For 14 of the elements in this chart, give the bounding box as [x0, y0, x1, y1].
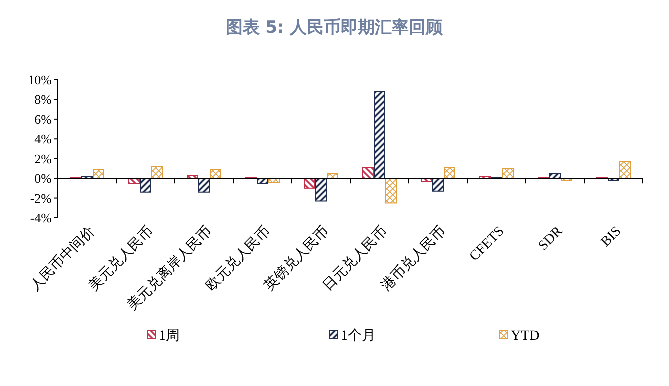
y-tick-label: -4%	[30, 210, 52, 226]
x-tick-label: SDR	[536, 224, 567, 254]
y-tick-label: 2%	[34, 151, 52, 166]
y-tick-label: -2%	[30, 190, 52, 206]
chart-title: 图表 5: 人民币即期汇率回顾	[226, 18, 444, 38]
x-tick-label: BIS	[598, 224, 625, 250]
legend-label: YTD	[511, 329, 540, 344]
y-tick-label: 0%	[34, 171, 52, 186]
y-tick-label: 10%	[28, 72, 52, 88]
y-tick-label: 6%	[34, 112, 52, 127]
legend-label: 1周	[159, 329, 180, 344]
y-tick-label: 4%	[34, 132, 52, 147]
y-tick-label: 8%	[34, 92, 52, 108]
legend-label: 1个月	[341, 328, 376, 344]
